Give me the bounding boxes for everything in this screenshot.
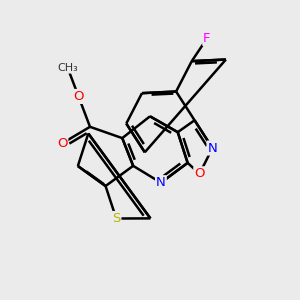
Text: S: S bbox=[112, 212, 120, 225]
Text: CH₃: CH₃ bbox=[57, 63, 78, 73]
Text: N: N bbox=[156, 176, 166, 189]
Text: O: O bbox=[57, 137, 67, 150]
Text: F: F bbox=[203, 32, 211, 45]
Text: O: O bbox=[73, 90, 84, 103]
Text: O: O bbox=[194, 167, 205, 180]
Text: N: N bbox=[208, 142, 217, 154]
